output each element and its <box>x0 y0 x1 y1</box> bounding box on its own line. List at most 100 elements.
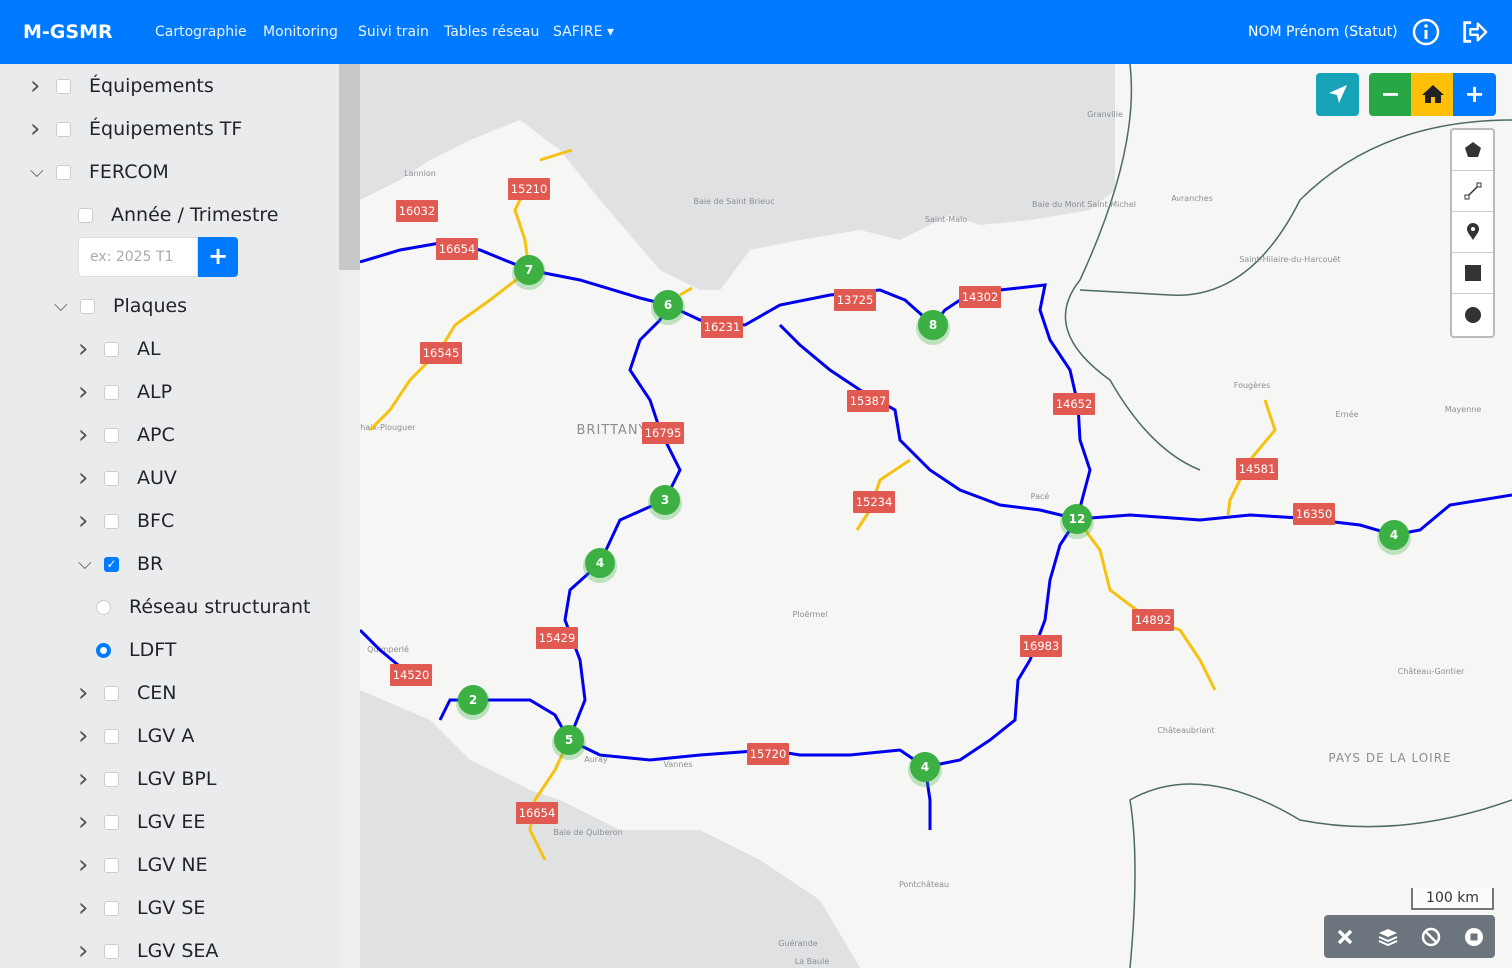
sidebar-item-lgv-sea[interactable]: › LGV SEA <box>78 936 218 966</box>
segment-label[interactable]: 16545 <box>420 342 462 364</box>
sidebar-item-cen[interactable]: › CEN <box>78 678 176 708</box>
segment-label[interactable]: 14892 <box>1132 609 1174 631</box>
sidebar-item-lgv-ne[interactable]: › LGV NE <box>78 850 208 880</box>
segment-label[interactable]: 15234 <box>853 491 895 513</box>
sidebar-item--quipements-tf[interactable]: › Équipements TF <box>30 114 242 144</box>
checkbox[interactable] <box>104 513 119 529</box>
sidebar-item--quipements[interactable]: › Équipements <box>30 71 214 101</box>
sidebar-item-ann-e-trimestre[interactable]: Année / Trimestre <box>78 200 278 230</box>
zoom-in-button[interactable]: + <box>1453 73 1496 116</box>
layers-button[interactable] <box>1367 915 1410 958</box>
segment-label[interactable]: 13725 <box>834 289 876 311</box>
chevron-right-icon[interactable]: › <box>78 807 89 837</box>
route-blue[interactable] <box>924 518 1079 769</box>
chevron-down-icon[interactable]: ⌵ <box>54 295 68 316</box>
nav-tables-reseau[interactable]: Tables réseau <box>444 24 540 40</box>
checkbox[interactable] <box>56 164 71 180</box>
chevron-right-icon[interactable]: › <box>78 721 89 751</box>
sidebar-item-lgv-se[interactable]: › LGV SE <box>78 893 205 923</box>
checkbox[interactable] <box>104 470 119 486</box>
sidebar-item-fercom[interactable]: ⌵ FERCOM <box>30 157 169 187</box>
checkbox[interactable] <box>104 771 119 787</box>
segment-label[interactable]: 15720 <box>747 743 789 765</box>
chevron-right-icon[interactable]: › <box>30 71 41 101</box>
chevron-right-icon[interactable]: › <box>78 420 89 450</box>
draw-circle-button[interactable] <box>1452 294 1493 335</box>
cluster-marker[interactable]: 4 <box>908 752 942 787</box>
segment-label[interactable]: 14581 <box>1236 458 1278 480</box>
brand-logo[interactable]: M-GSMR <box>23 21 113 43</box>
cluster-marker[interactable]: 3 <box>648 485 682 520</box>
chevron-right-icon[interactable]: › <box>78 334 89 364</box>
disable-button[interactable] <box>1410 915 1453 958</box>
chevron-right-icon[interactable]: › <box>78 850 89 880</box>
sidebar-item-auv[interactable]: › AUV <box>78 463 177 493</box>
cluster-marker[interactable]: 12 <box>1060 504 1094 539</box>
chevron-down-icon[interactable]: ⌵ <box>30 161 44 182</box>
sidebar-item-lgv-a[interactable]: › LGV A <box>78 721 194 751</box>
segment-label[interactable]: 16654 <box>436 238 478 260</box>
sidebar-scrollbar-thumb[interactable] <box>339 64 360 270</box>
segment-label[interactable]: 14302 <box>959 286 1001 308</box>
checkbox[interactable] <box>78 207 93 223</box>
sidebar-item-br[interactable]: ⌵ ✓ BR <box>78 549 163 579</box>
segment-label[interactable]: 14652 <box>1053 393 1095 415</box>
nav-suivi-train[interactable]: Suivi train <box>358 24 429 40</box>
sidebar-item-al[interactable]: › AL <box>78 334 161 364</box>
sidebar-item-lgv-ee[interactable]: › LGV EE <box>78 807 205 837</box>
segment-label[interactable]: 16231 <box>701 316 743 338</box>
cluster-marker[interactable]: 4 <box>583 548 617 583</box>
sidebar-item-lgv-bpl[interactable]: › LGV BPL <box>78 764 216 794</box>
user-name[interactable]: NOM Prénom (Statut) <box>1248 24 1398 40</box>
segment-label[interactable]: 16032 <box>396 200 438 222</box>
draw-polyline-button[interactable] <box>1452 171 1493 212</box>
segment-label[interactable]: 15210 <box>508 178 550 200</box>
checkbox[interactable] <box>104 341 119 357</box>
radio-button[interactable] <box>96 599 111 615</box>
nav-safire-dropdown[interactable]: SAFIRE ▾ <box>553 24 614 40</box>
map-canvas[interactable]: BRITTANY PAYS DE LA LOIRE Lannion Granville… <box>360 64 1512 968</box>
chevron-right-icon[interactable]: › <box>78 506 89 536</box>
sidebar-item-bfc[interactable]: › BFC <box>78 506 174 536</box>
cluster-marker[interactable]: 4 <box>1377 520 1411 555</box>
chevron-right-icon[interactable]: › <box>78 936 89 966</box>
chevron-down-icon[interactable]: ⌵ <box>78 553 92 574</box>
clear-button[interactable] <box>1324 915 1367 958</box>
cluster-marker[interactable]: 2 <box>456 685 490 720</box>
sidebar-scrollbar[interactable] <box>339 64 360 968</box>
segment-label[interactable]: 16795 <box>642 422 684 444</box>
segment-label[interactable]: 14520 <box>390 664 432 686</box>
locate-button[interactable] <box>1316 73 1359 116</box>
sidebar-item-ldft[interactable]: LDFT <box>96 635 176 665</box>
checkbox[interactable] <box>56 78 71 94</box>
chevron-right-icon[interactable]: › <box>78 893 89 923</box>
cluster-marker[interactable]: 5 <box>552 725 586 760</box>
segment-label[interactable]: 16654 <box>516 802 558 824</box>
chevron-right-icon[interactable]: › <box>78 377 89 407</box>
checkbox[interactable] <box>56 121 71 137</box>
draw-rectangle-button[interactable] <box>1452 253 1493 294</box>
add-year-button[interactable]: + <box>198 237 238 277</box>
logout-icon[interactable] <box>1460 18 1488 46</box>
route-yellow[interactable] <box>528 739 571 861</box>
stop-button[interactable] <box>1452 915 1495 958</box>
sidebar-item-r-seau-structurant[interactable]: Réseau structurant <box>96 592 310 622</box>
segment-label[interactable]: 16983 <box>1020 635 1062 657</box>
cluster-marker[interactable]: 8 <box>916 310 950 345</box>
chevron-right-icon[interactable]: › <box>78 764 89 794</box>
route-blue[interactable] <box>931 283 1092 520</box>
cluster-marker[interactable]: 6 <box>651 290 685 325</box>
cluster-marker[interactable]: 7 <box>512 255 546 290</box>
checkbox[interactable]: ✓ <box>104 556 119 572</box>
route-yellow[interactable] <box>539 148 573 162</box>
checkbox[interactable] <box>104 857 119 873</box>
chevron-right-icon[interactable]: › <box>78 678 89 708</box>
checkbox[interactable] <box>104 943 119 959</box>
nav-monitoring[interactable]: Monitoring <box>263 24 338 40</box>
draw-polygon-button[interactable] <box>1452 130 1493 171</box>
draw-marker-button[interactable] <box>1452 212 1493 253</box>
sidebar-item-alp[interactable]: › ALP <box>78 377 172 407</box>
zoom-out-button[interactable]: − <box>1369 73 1412 116</box>
map-view[interactable]: BRITTANY PAYS DE LA LOIRE Lannion Granville… <box>360 64 1512 968</box>
checkbox[interactable] <box>104 384 119 400</box>
